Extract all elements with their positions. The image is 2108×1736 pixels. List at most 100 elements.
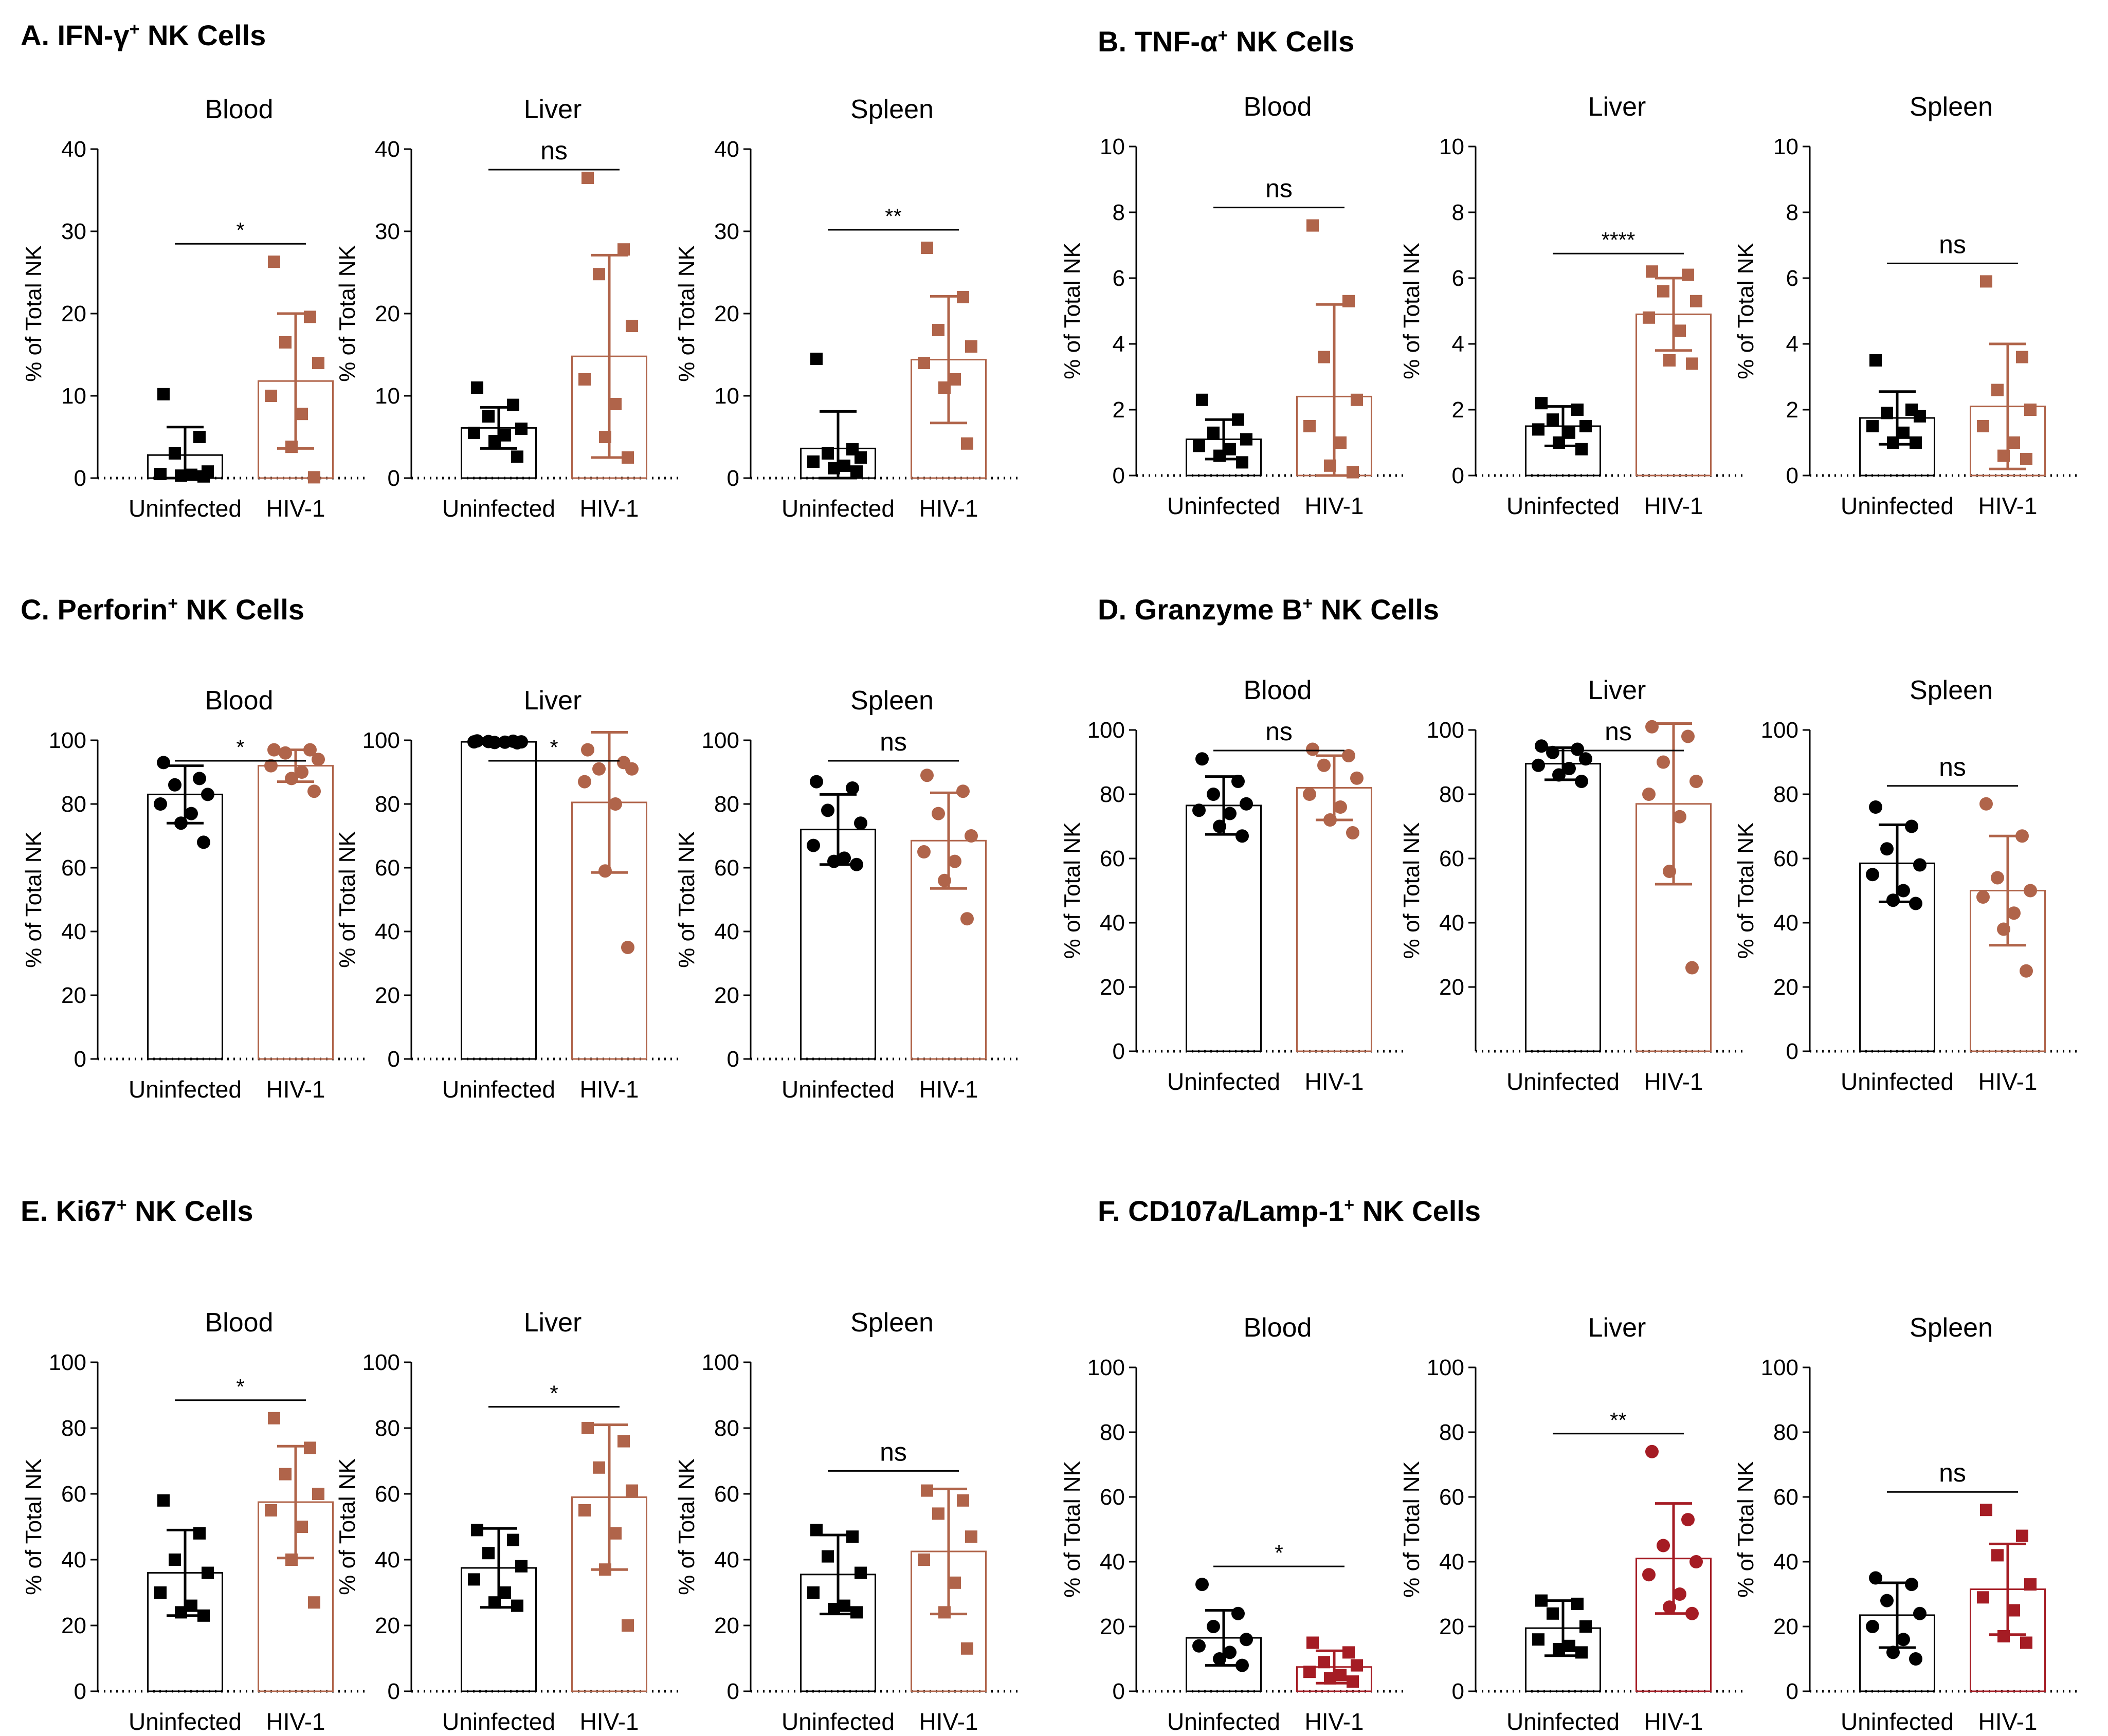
data-point <box>1235 1658 1249 1672</box>
data-point <box>965 340 977 353</box>
data-point <box>2024 404 2037 416</box>
data-point <box>1351 1659 1363 1672</box>
data-point <box>1553 1643 1565 1656</box>
data-point <box>1663 1600 1676 1614</box>
bar <box>461 741 537 1060</box>
group-uninfected <box>147 388 223 483</box>
group-uninfected <box>800 353 876 480</box>
data-point <box>1553 436 1565 449</box>
group-hiv-1 <box>1635 1445 1712 1692</box>
chart-title: Blood <box>1244 1313 1312 1343</box>
y-tick-label: 20 <box>375 1613 400 1638</box>
data-point <box>1532 1633 1544 1646</box>
data-point <box>822 447 834 460</box>
x-tick-label: Uninfected <box>1841 1708 1954 1735</box>
data-point <box>1905 819 1918 833</box>
data-point <box>578 775 591 789</box>
y-tick-label: 0 <box>1786 463 1798 488</box>
y-tick-label: 10 <box>1439 134 1464 159</box>
panel-a: A. IFN-γ+ NK Cells Blood 0 10 20 30 40 % of Tot… <box>21 19 1018 522</box>
group-hiv-1 <box>1635 720 1712 1052</box>
data-point <box>592 762 606 776</box>
y-tick-label: 60 <box>1439 846 1464 871</box>
data-point <box>1213 819 1226 833</box>
y-tick-label: 0 <box>388 1679 400 1704</box>
data-point <box>308 1596 320 1609</box>
data-point <box>1213 449 1226 462</box>
data-point <box>932 807 945 820</box>
data-point <box>917 845 931 858</box>
data-point <box>932 1507 944 1520</box>
panel-title: D. Granzyme B+ NK Cells <box>1098 593 1439 626</box>
data-point <box>827 854 841 868</box>
y-axis-label: % of Total NK <box>1060 1461 1085 1598</box>
data-point <box>1306 742 1319 756</box>
y-axis-label: % of Total NK <box>1733 1461 1758 1598</box>
y-axis-label: % of Total NK <box>1399 243 1424 379</box>
group-uninfected <box>147 756 223 1060</box>
data-point <box>264 759 278 773</box>
significance-label: ns <box>880 1437 907 1466</box>
group-hiv-1 <box>1296 1636 1372 1692</box>
y-tick-label: 100 <box>362 1350 400 1375</box>
data-point <box>846 781 859 795</box>
data-point <box>1685 961 1699 975</box>
group-uninfected <box>1186 393 1262 477</box>
y-tick-label: 60 <box>375 855 400 881</box>
chart-liver: Liver 0 20 40 60 80 100 % of Total NK Uninfected… <box>335 686 679 1103</box>
data-point <box>622 451 634 464</box>
y-axis-label: % of Total NK <box>335 831 360 968</box>
group-uninfected <box>461 381 537 479</box>
data-point <box>621 941 634 954</box>
y-tick-label: 2 <box>1113 397 1125 423</box>
data-point <box>1535 1594 1548 1607</box>
data-point <box>593 1461 605 1474</box>
y-tick-label: 100 <box>1427 718 1464 743</box>
chart-title: Spleen <box>1910 92 1993 122</box>
bar <box>1186 805 1262 1052</box>
data-point <box>498 735 512 749</box>
data-point <box>1207 788 1220 801</box>
chart-spleen: Spleen 0 20 40 60 80 100 % of Total NK Uninfecte… <box>1733 1313 2077 1735</box>
y-tick-label: 40 <box>375 137 400 162</box>
data-point <box>1223 1646 1237 1659</box>
panel-d: D. Granzyme B+ NK Cells Blood 0 20 40 60 80 100… <box>1060 593 2077 1095</box>
y-axis-label: % of Total NK <box>1733 823 1758 959</box>
data-point <box>175 469 187 482</box>
chart-liver: Liver 0 10 20 30 40 % of Total NK Uninfected HIV… <box>335 95 679 522</box>
y-tick-label: 0 <box>727 1047 739 1072</box>
group-uninfected <box>1186 752 1262 1052</box>
data-point <box>1532 758 1545 772</box>
x-tick-label: HIV-1 <box>1304 1708 1364 1735</box>
data-point <box>279 1468 292 1481</box>
y-tick-label: 0 <box>727 466 739 491</box>
data-point <box>810 1524 823 1537</box>
data-point <box>1980 275 1992 288</box>
group-hiv-1 <box>1970 1504 2046 1692</box>
data-point <box>1240 797 1253 811</box>
data-point <box>1546 745 1559 759</box>
y-tick-label: 60 <box>375 1482 400 1507</box>
data-point <box>956 784 970 798</box>
y-tick-label: 0 <box>1113 463 1125 488</box>
y-tick-label: 80 <box>1100 1420 1125 1445</box>
y-tick-label: 40 <box>1773 910 1798 936</box>
data-point <box>1663 354 1676 367</box>
data-point <box>285 772 298 785</box>
data-point <box>609 398 622 410</box>
data-point <box>2020 453 2032 465</box>
group-hiv-1 <box>571 172 647 479</box>
data-point <box>193 772 206 785</box>
data-point <box>938 381 951 394</box>
data-point <box>1324 459 1336 472</box>
data-point <box>957 291 969 303</box>
y-tick-label: 60 <box>1100 846 1125 871</box>
data-point <box>1575 1646 1588 1659</box>
data-point <box>938 1606 951 1619</box>
y-tick-label: 40 <box>61 1547 86 1573</box>
data-point <box>609 797 622 811</box>
data-point <box>807 455 820 468</box>
data-point <box>1657 755 1670 769</box>
data-point <box>1682 268 1694 281</box>
chart-title: Spleen <box>850 686 934 716</box>
